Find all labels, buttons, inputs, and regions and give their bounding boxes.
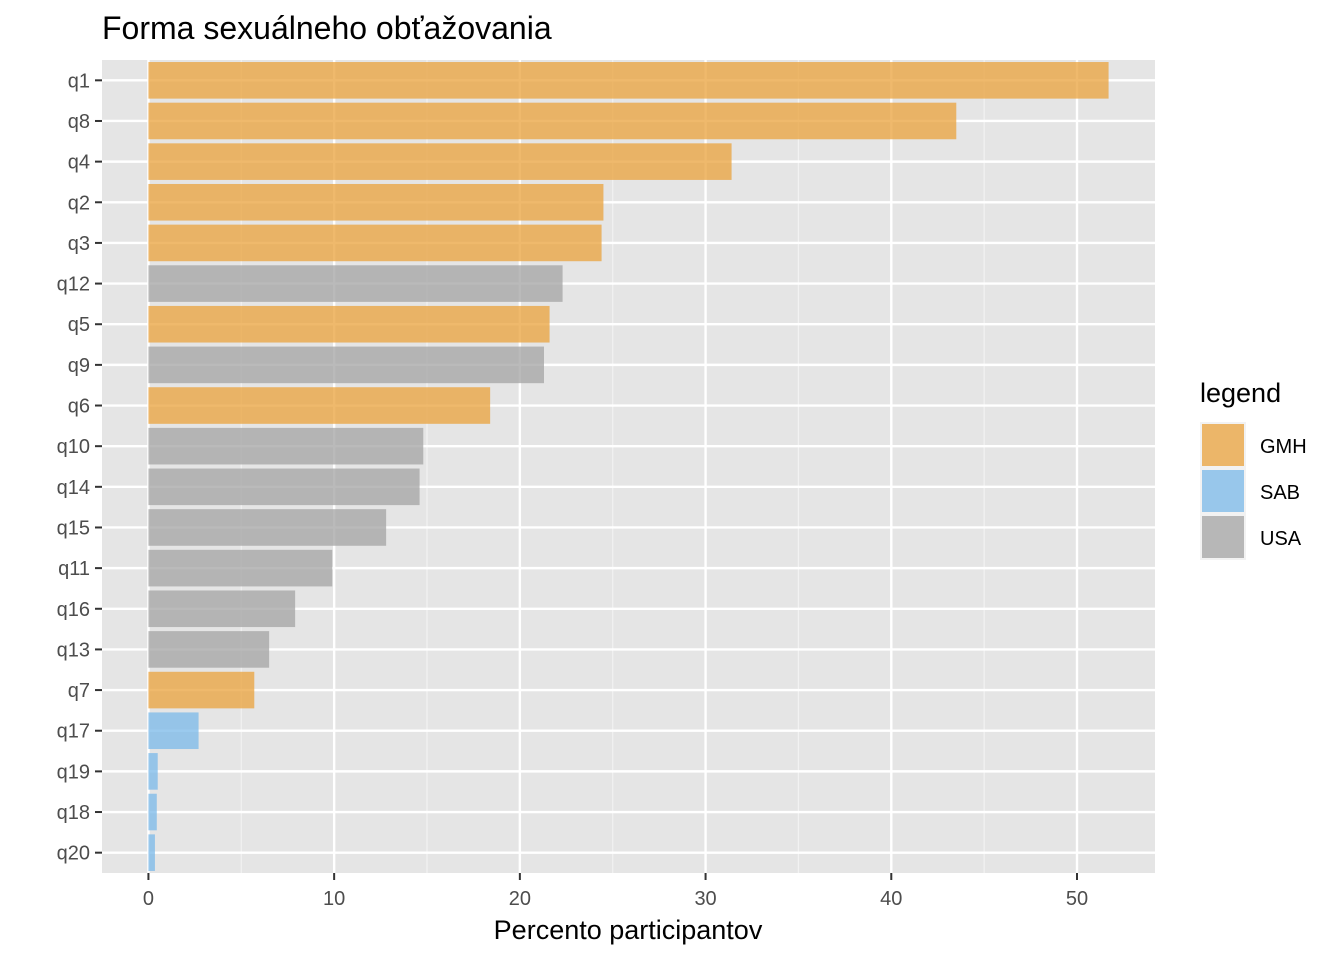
bar-q15 [148, 509, 387, 546]
legend-label-gmh: GMH [1260, 436, 1307, 458]
y-tick-label: q10 [57, 436, 90, 458]
y-tick-label: q12 [57, 274, 90, 296]
legend-title: legend [1200, 378, 1281, 408]
y-tick-label: q9 [68, 355, 90, 377]
bar-q13 [148, 631, 270, 668]
x-tick-label: 0 [143, 888, 154, 910]
x-axis-title: Percento participantov [494, 915, 763, 945]
y-tick-label: q15 [57, 517, 90, 539]
y-tick-label: q8 [68, 111, 90, 133]
y-tick-label: q7 [68, 680, 90, 702]
bar-q11 [148, 549, 333, 587]
chart-title: Forma sexuálneho obťažovania [102, 10, 552, 46]
y-tick-label: q14 [57, 477, 90, 499]
bar-q1 [148, 62, 1109, 99]
x-axis: 0 10 20 30 40 50 [143, 873, 1088, 910]
bar-q17 [148, 712, 199, 750]
bar-q14 [148, 468, 420, 506]
bar-q5 [148, 305, 550, 343]
bar-q7 [148, 671, 255, 709]
x-tick-label: 40 [880, 888, 902, 910]
legend-swatch-gmh [1202, 424, 1244, 466]
y-tick-label: q3 [68, 233, 90, 255]
y-tick-label: q13 [57, 639, 90, 661]
bars [148, 62, 1109, 871]
x-tick-label: 10 [323, 888, 345, 910]
x-tick-label: 20 [509, 888, 531, 910]
y-tick-label: q20 [57, 843, 90, 865]
legend: GMH SAB USA [1200, 422, 1307, 560]
bar-q4 [148, 143, 732, 180]
y-tick-label: q17 [57, 721, 90, 743]
bar-q6 [148, 387, 491, 424]
bar-q18 [148, 793, 157, 831]
plot-background [102, 60, 1155, 873]
bar-q2 [148, 183, 604, 221]
y-tick-label: q6 [68, 396, 90, 418]
y-tick-label: q18 [57, 802, 90, 824]
bar-q8 [148, 102, 957, 140]
bar-q9 [148, 346, 544, 384]
y-tick-label: q11 [58, 558, 90, 580]
y-tick-label: q2 [68, 192, 90, 214]
y-tick-label: q1 [68, 70, 90, 92]
bar-q16 [148, 590, 296, 628]
y-tick-label: q5 [68, 314, 90, 336]
bar-q3 [148, 224, 602, 262]
y-tick-label: q16 [57, 599, 90, 621]
x-tick-label: 30 [694, 888, 716, 910]
legend-label-usa: USA [1260, 528, 1302, 550]
y-tick-label: q4 [68, 152, 90, 174]
legend-label-sab: SAB [1260, 482, 1300, 504]
x-tick-label: 50 [1066, 888, 1088, 910]
bar-q10 [148, 427, 424, 465]
legend-swatch-usa [1202, 516, 1244, 558]
bar-q19 [148, 753, 158, 790]
bar-q20 [148, 834, 155, 871]
bar-q12 [148, 265, 563, 302]
legend-swatch-sab [1202, 470, 1244, 512]
y-axis: q1 q8 q4 q2 q3 q12 q5 q9 q6 q10 q14 q15 q11 q16 q13 q7 q… [57, 70, 102, 865]
y-tick-label: q19 [57, 761, 90, 783]
